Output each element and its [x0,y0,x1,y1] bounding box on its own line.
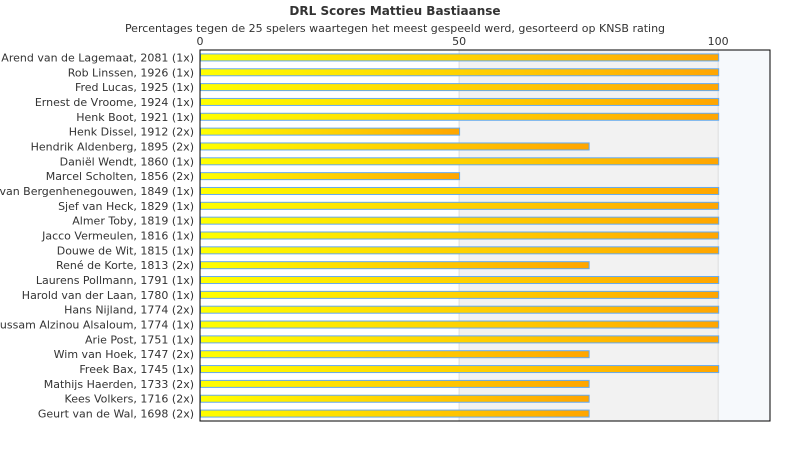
grid-band [718,50,770,421]
bar [200,350,590,359]
bar [200,231,720,240]
y-category-label: Rob Linssen, 1926 (1x) [68,66,194,79]
bar [200,97,720,106]
chart-title: DRL Scores Mattieu Bastiaanse [289,4,501,18]
y-category-label: Ernest de Vroome, 1924 (1x) [35,96,194,109]
x-tick-label: 0 [197,35,204,48]
y-category-label: Henk Dissel, 1912 (2x) [69,126,194,139]
bar [200,320,720,329]
bar [200,276,720,285]
y-category-label: Arie Post, 1751 (1x) [85,333,194,346]
y-category-label: Sjef van Heck, 1829 (1x) [58,200,194,213]
bar [200,246,720,255]
x-tick-label: 50 [452,35,466,48]
y-category-label: Hendrik Aldenberg, 1895 (2x) [31,140,194,153]
y-category-label: lussam Alzinou Alsaloum, 1774 (1x) [0,319,194,332]
bar [200,409,590,418]
y-category-label: Kees Volkers, 1716 (2x) [65,393,194,406]
bar [200,186,720,195]
y-category-label: Mathijs Haerden, 1733 (2x) [44,378,194,391]
chart-subtitle: Percentages tegen de 25 spelers waartege… [124,22,666,35]
y-category-label: Marcel Scholten, 1856 (2x) [46,170,194,183]
y-category-label: René de Korte, 1813 (2x) [56,259,194,272]
y-category-label: van Bergenhenegouwen, 1849 (1x) [0,185,194,198]
bar [200,157,720,166]
bar [200,68,720,77]
bar [200,379,590,388]
bar [200,365,720,374]
bar [200,127,461,136]
y-category-label: Douwe de Wit, 1815 (1x) [57,244,194,257]
bar [200,261,590,270]
y-category-label: Geurt van de Wal, 1698 (2x) [38,408,194,421]
y-category-label: Fred Lucas, 1925 (1x) [75,81,194,94]
bar [200,112,720,121]
y-category-label: Arend van de Lagemaat, 2081 (1x) [1,51,194,64]
bar [200,53,720,62]
bar [200,142,590,151]
y-category-label: Laurens Pollmann, 1791 (1x) [36,274,194,287]
x-tick-label: 100 [708,35,729,48]
bar [200,305,720,314]
y-category-label: Harold van der Laan, 1780 (1x) [22,289,194,302]
y-category-label: Jacco Vermeulen, 1816 (1x) [41,230,194,243]
y-category-label: Wim van Hoek, 1747 (2x) [54,348,194,361]
bar [200,394,590,403]
bar [200,201,720,210]
bar [200,335,720,344]
plot-frame [199,49,771,422]
y-category-label: Hans Nijland, 1774 (2x) [64,304,194,317]
y-category-label: Almer Toby, 1819 (1x) [72,215,194,228]
bar [200,83,720,92]
bar [200,290,720,299]
y-category-label: Freek Bax, 1745 (1x) [79,363,194,376]
bar [200,216,720,225]
y-category-label: Daniël Wendt, 1860 (1x) [60,155,194,168]
bar [200,172,461,181]
y-category-label: Henk Boot, 1921 (1x) [76,111,194,124]
